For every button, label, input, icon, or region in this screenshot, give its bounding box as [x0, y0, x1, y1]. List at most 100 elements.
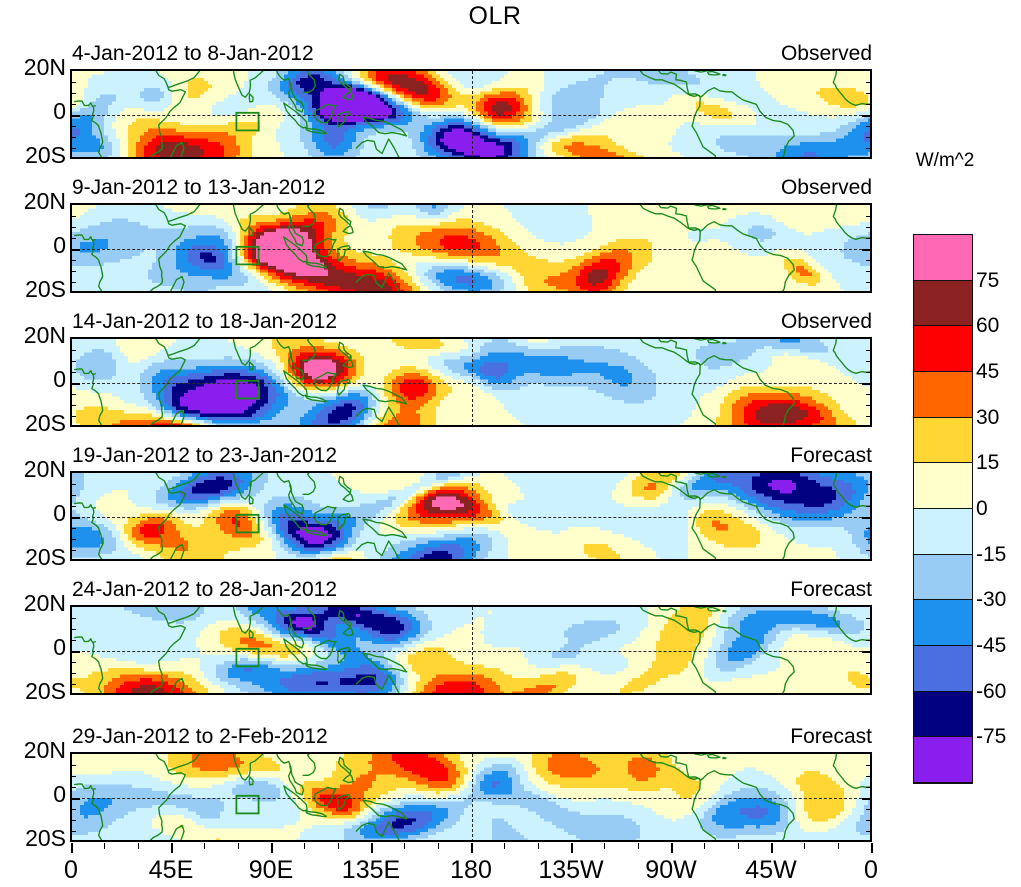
- y-tick-right-10: [866, 629, 870, 630]
- y-axis-2: 20N 0 20S: [0, 188, 66, 302]
- y-tick-label-0: 0: [53, 500, 66, 526]
- x-tick-225: [571, 843, 573, 853]
- equator-line-2: [72, 249, 870, 250]
- y-tick-right--15: [866, 684, 870, 685]
- x-tick-label-180: 180: [450, 856, 492, 884]
- y-tick-0: [72, 383, 80, 385]
- x-tick-90: [271, 843, 273, 853]
- colorbar-band-3: [914, 371, 972, 418]
- colorbar-tick-label-30: 30: [976, 405, 1000, 429]
- equator-line-6: [72, 798, 870, 799]
- panel-date-range-3: 14-Jan-2012 to 18-Jan-2012: [72, 310, 338, 333]
- y-tick-right-15: [866, 82, 870, 83]
- y-tick--10: [72, 271, 76, 272]
- x-tick-285: [704, 843, 706, 849]
- colorbar-tick-label-60: 60: [976, 314, 1000, 338]
- y-tick-right-10: [866, 93, 870, 94]
- x-tick-360: [871, 843, 873, 853]
- x-tick-105: [304, 843, 306, 849]
- colorbar-band-11: [914, 737, 972, 783]
- y-tick-right-5: [866, 372, 870, 373]
- y-tick-right-0: [862, 383, 870, 385]
- y-tick-10: [72, 361, 76, 362]
- y-tick-right-10: [866, 495, 870, 496]
- colorbar-band-6: [914, 508, 972, 555]
- y-tick-label-0: 0: [53, 781, 66, 807]
- y-tick--10: [72, 820, 76, 821]
- y-tick--10: [72, 405, 76, 406]
- y-tick--5: [72, 662, 76, 663]
- y-tick-right-10: [866, 361, 870, 362]
- y-tick-label-20S: 20S: [25, 678, 66, 704]
- y-tick-5: [72, 506, 76, 507]
- y-tick-right-5: [866, 787, 870, 788]
- y-tick-right--5: [866, 528, 870, 529]
- y-tick-right-0: [862, 651, 870, 653]
- y-tick-right--10: [866, 405, 870, 406]
- y-tick-15: [72, 484, 76, 485]
- y-tick--15: [72, 550, 76, 551]
- colorbar: 75 60 45 30 15 0 -15 -30 -45 -60 -75: [913, 234, 1006, 784]
- y-tick-right--10: [866, 539, 870, 540]
- y-tick-right--5: [866, 394, 870, 395]
- y-tick-right-0: [862, 115, 870, 117]
- x-tick-30: [137, 843, 139, 849]
- panel-date-range-6: 29-Jan-2012 to 2-Feb-2012: [72, 725, 328, 748]
- y-tick-5: [72, 238, 76, 239]
- y-tick-10: [72, 495, 76, 496]
- y-tick-right--15: [866, 282, 870, 283]
- colorbar-tick-label-neg60: -60: [976, 679, 1007, 703]
- y-axis-4: 20N 0 20S: [0, 456, 66, 570]
- map-frame-4: [70, 471, 872, 561]
- y-tick-right-15: [866, 618, 870, 619]
- y-tick-right-5: [866, 238, 870, 239]
- y-tick-label-20S: 20S: [25, 410, 66, 436]
- map-frame-3: [70, 337, 872, 427]
- colorbar-band-5: [914, 463, 972, 509]
- y-tick-label-0: 0: [53, 634, 66, 660]
- y-tick--15: [72, 416, 76, 417]
- y-tick-right--15: [866, 550, 870, 551]
- y-tick-label-0: 0: [53, 232, 66, 258]
- y-tick-right-15: [866, 484, 870, 485]
- x-axis: 0 45E 90E 135E 180 135W 90W 45W 0: [64, 843, 878, 887]
- y-tick-0: [72, 651, 80, 653]
- x-tick-label-0: 0: [64, 856, 78, 884]
- map-frame-2: [70, 203, 872, 293]
- colorbar-tick-label-neg15: -15: [976, 542, 1007, 566]
- y-tick-label-20N: 20N: [23, 590, 66, 616]
- y-tick-5: [72, 787, 76, 788]
- x-tick-label-90W: 90W: [645, 856, 697, 884]
- y-tick-label-0: 0: [53, 98, 66, 124]
- y-tick-10: [72, 776, 76, 777]
- y-tick-0: [72, 249, 80, 251]
- y-tick-label-20S: 20S: [25, 142, 66, 168]
- y-tick--15: [72, 148, 76, 149]
- colorbar-tick-label-15: 15: [976, 451, 1000, 475]
- y-tick-15: [72, 82, 76, 83]
- y-tick-label-20N: 20N: [23, 54, 66, 80]
- x-tick-315: [771, 843, 773, 853]
- y-tick-right--15: [866, 416, 870, 417]
- x-tick-255: [637, 843, 639, 849]
- colorbar-tick-label-45: 45: [976, 360, 1000, 383]
- colorbar-band-10: [914, 691, 972, 738]
- y-tick-15: [72, 765, 76, 766]
- y-tick-right-0: [862, 249, 870, 251]
- map-frame-6: [70, 752, 872, 842]
- panel-status-4: Forecast: [790, 444, 872, 467]
- colorbar-units-label: W/m^2: [915, 150, 975, 171]
- y-axis-5: 20N 0 20S: [0, 590, 66, 704]
- y-tick-label-20N: 20N: [23, 322, 66, 348]
- y-tick-label-20N: 20N: [23, 737, 66, 763]
- y-tick-label-20S: 20S: [25, 544, 66, 570]
- equator-line-4: [72, 517, 870, 518]
- y-tick-label-0: 0: [53, 366, 66, 392]
- olr-anomaly-field-2: [72, 205, 870, 291]
- panel-status-5: Forecast: [790, 578, 872, 601]
- y-tick-label-20N: 20N: [23, 188, 66, 214]
- y-tick-right-5: [866, 506, 870, 507]
- y-tick--5: [72, 809, 76, 810]
- y-tick-right-0: [862, 798, 870, 800]
- x-tick-330: [804, 843, 806, 849]
